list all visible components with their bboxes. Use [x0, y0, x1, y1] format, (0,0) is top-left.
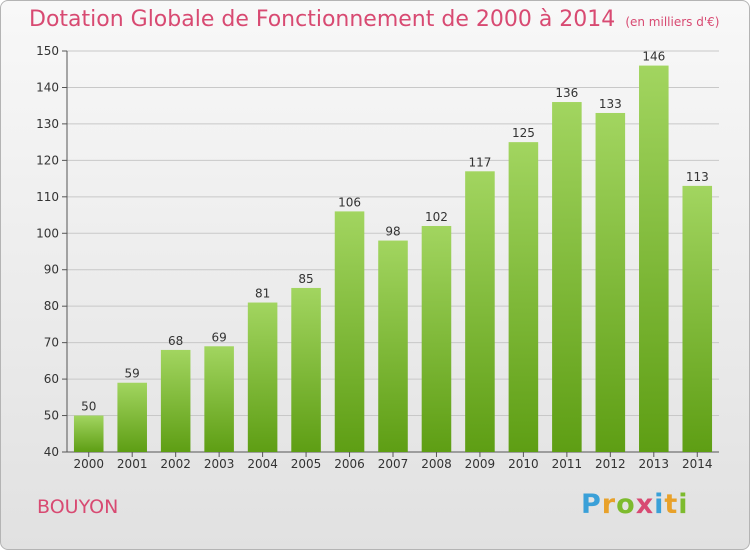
data-label: 50 [81, 400, 96, 414]
chart-title-text: Dotation Globale de Fonctionnement de 20… [29, 7, 616, 32]
bar [378, 240, 408, 452]
y-tick-label: 60 [44, 372, 59, 386]
data-label: 117 [468, 155, 491, 169]
bar [639, 65, 669, 452]
bar [421, 225, 452, 452]
data-label: 69 [211, 330, 226, 344]
logo-letter: i [678, 489, 689, 520]
y-tick-label: 70 [44, 336, 59, 350]
y-tick-label: 50 [44, 409, 59, 423]
x-tick-label: 2011 [552, 457, 583, 471]
x-tick-label: 2008 [421, 457, 452, 471]
data-label: 146 [642, 50, 665, 64]
data-label: 81 [255, 287, 270, 301]
data-label: 125 [512, 126, 535, 140]
y-tick-label: 90 [44, 263, 59, 277]
chart-title: Dotation Globale de Fonctionnement de 20… [29, 7, 719, 32]
x-tick-label: 2012 [595, 457, 626, 471]
x-tick-label: 2000 [73, 457, 104, 471]
data-label: 136 [555, 86, 578, 100]
x-tick-label: 2006 [334, 457, 365, 471]
logo-letter: o [616, 489, 636, 520]
data-label: 102 [425, 210, 448, 224]
x-tick-label: 2003 [204, 457, 235, 471]
bar [465, 171, 495, 453]
y-tick-label: 80 [44, 299, 59, 313]
data-label: 68 [168, 334, 183, 348]
data-label: 133 [599, 97, 622, 111]
bar [291, 287, 321, 452]
bar [595, 112, 626, 453]
bar [204, 346, 234, 452]
data-label: 98 [385, 225, 400, 239]
x-tick-label: 2005 [291, 457, 322, 471]
chart-subtitle: (en milliers d'€) [625, 15, 720, 29]
logo-letter: P [581, 489, 602, 520]
bar [334, 211, 365, 452]
y-tick-label: 40 [44, 445, 59, 459]
x-tick-label: 2001 [117, 457, 148, 471]
x-tick-label: 2004 [247, 457, 278, 471]
labels: 40 50 60 70 80 90 100 110 120 130 140 150 50 2000 59 20… [36, 44, 712, 471]
y-tick-label: 110 [36, 190, 59, 204]
bar [73, 415, 104, 452]
logo-letter: i [654, 489, 665, 520]
commune-name: BOUYON [37, 496, 119, 518]
y-tick-label: 100 [36, 226, 59, 240]
x-tick-label: 2002 [160, 457, 191, 471]
data-label: 113 [686, 170, 709, 184]
bar [508, 142, 539, 453]
x-tick-label: 2014 [682, 457, 713, 471]
data-label: 59 [125, 367, 140, 381]
logo-letter: r [601, 489, 617, 520]
logo-letter: t [664, 489, 679, 520]
y-tick-label: 140 [36, 80, 59, 94]
bar [160, 349, 191, 452]
x-tick-label: 2007 [378, 457, 409, 471]
bars [73, 65, 713, 453]
proxiti-logo: Proxiti [581, 489, 689, 520]
data-label: 106 [338, 195, 361, 209]
data-label: 85 [298, 272, 313, 286]
y-tick-label: 150 [36, 44, 59, 58]
x-tick-label: 2010 [508, 457, 539, 471]
x-tick-label: 2013 [639, 457, 670, 471]
bar [682, 185, 713, 452]
logo-letter: x [635, 489, 655, 520]
bar [552, 102, 582, 452]
y-tick-label: 130 [36, 117, 59, 131]
bar [247, 302, 278, 452]
y-tick-label: 120 [36, 153, 59, 167]
x-tick-label: 2009 [465, 457, 496, 471]
bar [117, 382, 147, 452]
